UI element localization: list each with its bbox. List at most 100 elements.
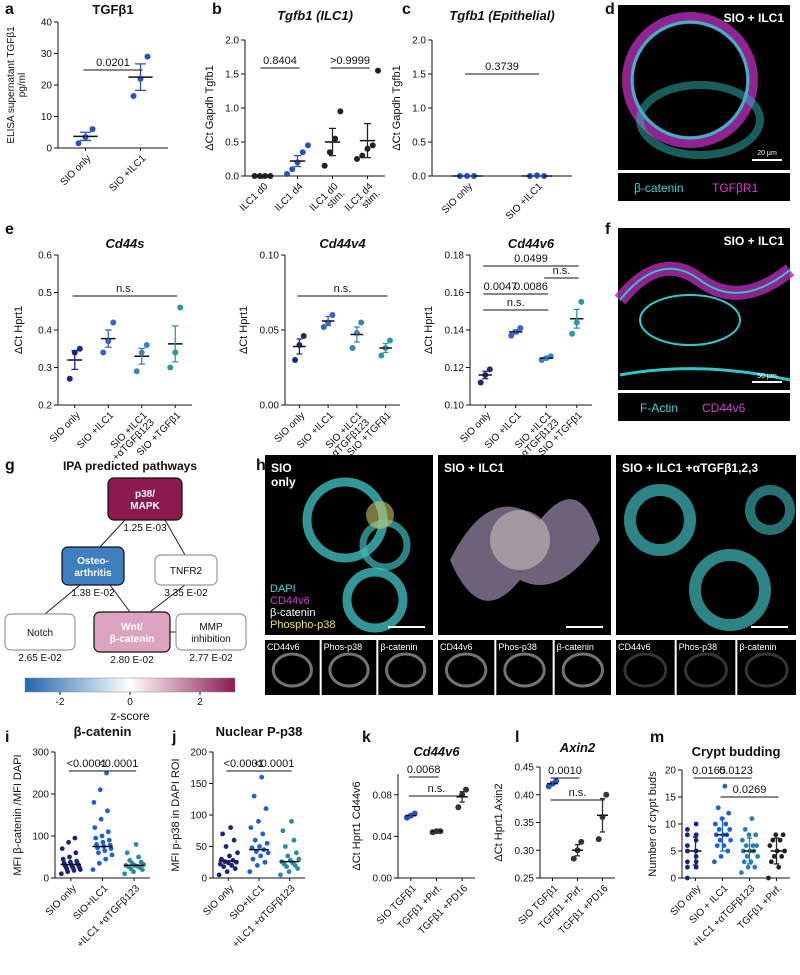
data-point [578, 838, 585, 845]
error-bar [543, 356, 550, 360]
organoid [630, 20, 750, 140]
y-label: MFI β-catenin /MFI DAPI [12, 754, 24, 875]
data-point [267, 173, 274, 179]
data-point [109, 852, 115, 858]
error-bar [354, 326, 360, 343]
error-bar [719, 817, 726, 852]
tile-label: β-catenin [557, 642, 594, 652]
data-point [72, 835, 78, 841]
y-tick-label: 0.0 [225, 172, 239, 183]
data-point [685, 843, 690, 848]
error-bar [573, 308, 580, 329]
node-label: arthritis [74, 568, 112, 579]
data-point [66, 375, 73, 382]
data-point [358, 319, 365, 326]
y-tick-label: 20 [41, 81, 53, 92]
data-point [224, 869, 230, 875]
comparison-label: 0.0123 [719, 765, 753, 777]
data-point [755, 854, 760, 859]
organoid [342, 567, 408, 633]
comparison-label: n.s. [553, 265, 571, 277]
data-point [97, 787, 103, 793]
tile [616, 640, 675, 695]
organoid [745, 485, 795, 535]
x-tick-label: +ILC1 +αTGFβ123 [75, 883, 142, 950]
data-point [265, 850, 271, 856]
tile-label: β-catenin [739, 642, 776, 652]
y-tick-label: 0.35 [515, 818, 535, 829]
y-tick-label: 50 [196, 842, 208, 853]
colorbar-tick-label: 2 [197, 697, 203, 708]
data-point [96, 850, 101, 856]
organoid [366, 501, 394, 529]
data-point [286, 869, 292, 875]
organoid [624, 484, 696, 556]
error-bar [433, 830, 440, 833]
error-bar [692, 836, 699, 866]
data-point [717, 837, 723, 843]
error-bar [71, 349, 79, 371]
y-tick-label: 2.0 [412, 36, 426, 47]
comparison-label: n.s. [428, 783, 446, 795]
tile-signal [444, 652, 488, 688]
data-point [106, 837, 112, 843]
stain-label: Phospho-p38 [270, 619, 335, 631]
data-point [776, 864, 782, 870]
comparison-label: 0.0068 [407, 764, 441, 776]
data-point [250, 856, 256, 862]
data-point [726, 810, 732, 816]
y-label-text: ΔCt Hprt1 [238, 306, 250, 354]
y-tick-label: 0.05 [260, 326, 280, 337]
data-point [76, 345, 83, 352]
chart-title: Cd44s [105, 236, 144, 251]
data-point [285, 853, 291, 859]
data-point [725, 848, 731, 854]
data-point [251, 793, 257, 799]
data-point [167, 364, 174, 371]
data-point [136, 854, 142, 860]
y-tick-label: 40 [41, 18, 53, 29]
data-point [753, 832, 759, 838]
data-point [90, 867, 96, 872]
data-point [289, 818, 294, 824]
data-point [282, 844, 288, 849]
y-tick-label: 10 [41, 112, 53, 123]
comparison-label: n.s. [569, 787, 587, 799]
data-point [767, 843, 773, 848]
data-point [386, 337, 393, 344]
chart-title: Cd44v6 [413, 744, 460, 759]
data-point [739, 870, 744, 875]
data-point [92, 825, 98, 830]
x-tick-label-text: ILC1 d0 [238, 181, 271, 214]
data-point [569, 330, 576, 337]
error-bar [171, 325, 179, 363]
y-tick-label: 0 [670, 874, 676, 885]
chart-title: Axin2 [559, 740, 596, 755]
data-point [217, 861, 223, 867]
y-label: ΔCt Gapdh Tgfb1 [391, 65, 403, 150]
y-tick-label: 0.40 [515, 790, 535, 801]
panel-label: f [605, 221, 611, 238]
y-tick-label: 300 [32, 748, 49, 759]
error-bar [296, 338, 303, 355]
node-p-value: 2.65 E-02 [18, 653, 62, 664]
x-tick-label-text: ILC1 d4 [273, 181, 306, 214]
data-point [337, 108, 344, 115]
chart-title: Cd44v6 [508, 236, 555, 251]
panel-label: d [605, 1, 615, 18]
data-point [252, 837, 258, 843]
colorbar [24, 677, 236, 693]
comparison-label: 0.0086 [514, 281, 548, 293]
comparison-label: 0.0499 [514, 253, 548, 265]
data-point [235, 850, 240, 856]
data-point [110, 319, 117, 326]
data-point [248, 825, 254, 830]
error-bar [325, 315, 331, 327]
error-bar [746, 837, 753, 865]
y-label-text: ΔCt Hprt1 [13, 306, 25, 354]
data-point [777, 837, 783, 843]
data-point [102, 848, 108, 854]
panel-label: h [256, 457, 266, 474]
chart-title: Tgfb1 (ILC1) [277, 8, 353, 23]
